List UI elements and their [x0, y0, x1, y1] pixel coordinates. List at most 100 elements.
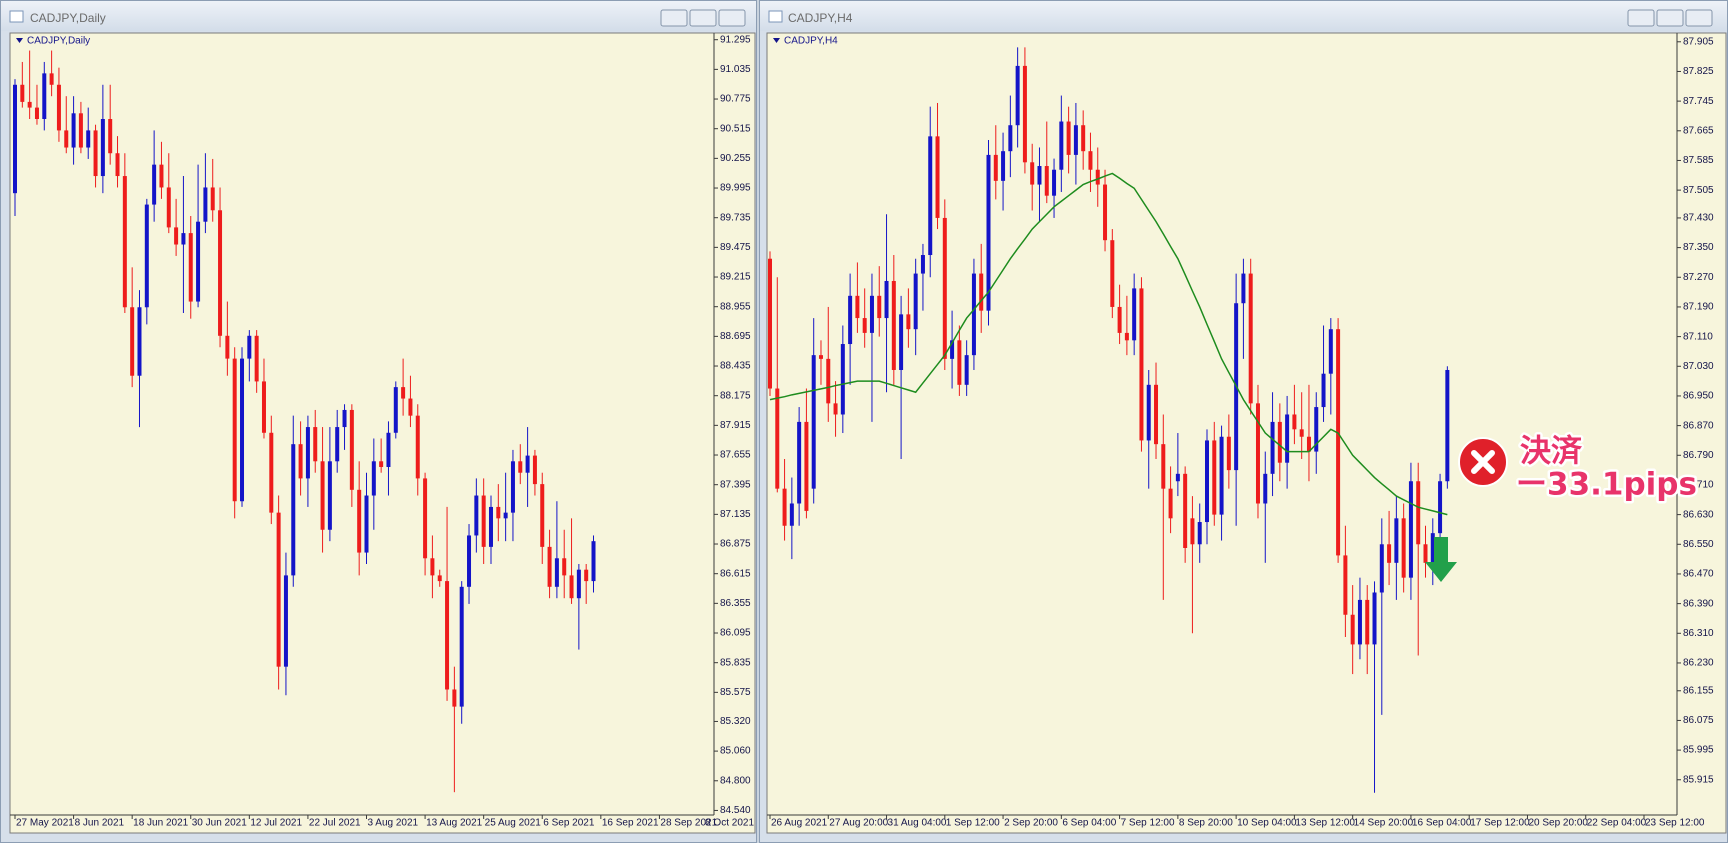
- x-tick-label: 2 Sep 20:00: [1004, 817, 1058, 828]
- y-tick-label: 84.800: [720, 775, 751, 786]
- candle-body: [1314, 407, 1319, 452]
- y-tick-label: 86.630: [1683, 509, 1714, 520]
- candle-body: [540, 484, 545, 547]
- x-tick-label: 8 Jun 2021: [75, 817, 125, 828]
- x-tick-label: 17 Sep 12:00: [1470, 817, 1530, 828]
- candle-body: [144, 204, 149, 308]
- candle-body: [562, 558, 567, 576]
- y-tick-label: 85.060: [720, 746, 751, 757]
- candle-body: [1139, 288, 1144, 441]
- y-tick-label: 85.995: [1683, 745, 1714, 756]
- chart-menu-icon[interactable]: [16, 38, 23, 43]
- candle-body: [935, 136, 940, 218]
- candle-body: [122, 176, 127, 308]
- candle-body: [569, 575, 574, 599]
- candle-body: [789, 503, 794, 526]
- candle-body: [188, 233, 193, 302]
- y-tick-label: 89.475: [720, 242, 751, 253]
- candle-body: [166, 187, 171, 228]
- candle-body: [1423, 544, 1428, 563]
- candle-body: [130, 307, 135, 376]
- candle-body: [327, 461, 332, 530]
- y-tick-label: 87.190: [1683, 302, 1714, 313]
- x-tick-label: 10 Sep 04:00: [1237, 817, 1297, 828]
- candle-body: [1161, 444, 1166, 489]
- candle-body: [884, 280, 889, 319]
- candle-body: [1052, 169, 1057, 196]
- candle-body: [1357, 599, 1362, 645]
- x-tick-label: 14 Sep 20:00: [1354, 817, 1414, 828]
- candle-body: [1015, 65, 1020, 126]
- annotation-title: 決済: [1520, 434, 1583, 470]
- candle-body: [437, 575, 442, 582]
- candle-body: [840, 344, 845, 415]
- candle-body: [518, 461, 523, 473]
- candle-body: [240, 358, 245, 502]
- maximize-button[interactable]: [1656, 9, 1684, 27]
- candle-body: [797, 421, 802, 504]
- candle-body: [971, 273, 976, 356]
- y-tick-label: 87.825: [1683, 66, 1714, 77]
- candle-body: [554, 558, 559, 587]
- minimize-button[interactable]: [1627, 9, 1655, 27]
- title-bar: [1, 1, 756, 31]
- moving-average-line: [769, 172, 1448, 516]
- candle-body: [1001, 151, 1006, 181]
- candle-body: [49, 73, 54, 85]
- x-tick-label: 16 Sep 04:00: [1412, 817, 1472, 828]
- candle-body: [1408, 481, 1413, 578]
- candle-body: [42, 73, 47, 120]
- candle-body: [393, 387, 398, 433]
- candle-body: [364, 495, 369, 553]
- candle-body: [877, 295, 882, 319]
- candle-body: [1154, 384, 1159, 445]
- candle-body: [379, 461, 384, 468]
- candle-body: [1066, 121, 1071, 155]
- y-tick-label: 86.075: [1683, 715, 1714, 726]
- y-tick-label: 86.870: [1683, 420, 1714, 431]
- window-daily: CADJPY,Daily CADJPY,Daily: [0, 0, 757, 843]
- annotation: 決済 ー33.1pips: [1425, 431, 1699, 582]
- candle-body: [210, 187, 215, 211]
- chart-menu-icon[interactable]: [773, 38, 780, 43]
- candle-body: [1292, 414, 1297, 430]
- candle-body: [855, 295, 860, 319]
- candle-body: [891, 280, 896, 370]
- maximize-button[interactable]: [689, 9, 717, 27]
- candle-body: [1044, 166, 1049, 196]
- candle-body: [768, 258, 772, 389]
- candle-body: [313, 427, 318, 462]
- window-h4: CADJPY,H4 CADJPY,H4: [759, 0, 1728, 843]
- candle-body: [1445, 369, 1450, 482]
- candle-body: [862, 318, 867, 333]
- y-tick-label: 88.955: [720, 301, 751, 312]
- candle-body: [152, 164, 157, 205]
- candle-body: [1022, 65, 1027, 163]
- candle-body: [1336, 329, 1341, 556]
- candle-body: [298, 444, 303, 479]
- y-tick-label: 87.395: [720, 479, 751, 490]
- candle-body: [869, 295, 874, 333]
- y-tick-label: 88.435: [720, 361, 751, 372]
- candle-body: [56, 84, 61, 131]
- minimize-button[interactable]: [660, 9, 688, 27]
- y-tick-label: 87.915: [720, 420, 751, 431]
- candle-body: [532, 455, 537, 485]
- close-button[interactable]: [1685, 9, 1713, 27]
- candle-body: [1416, 481, 1421, 545]
- candle-body: [1438, 481, 1443, 534]
- candle-body: [276, 512, 281, 667]
- x-tick-label: 22 Sep 04:00: [1587, 817, 1647, 828]
- candle-body: [254, 335, 259, 382]
- candle-body: [1372, 592, 1377, 645]
- candle-body: [1175, 473, 1180, 482]
- candle-body: [920, 255, 925, 274]
- candle-body: [1219, 436, 1224, 515]
- y-tick-label: 86.550: [1683, 539, 1714, 550]
- candle-body: [1248, 273, 1253, 404]
- candle-body: [342, 409, 347, 428]
- annotation-result: ー33.1pips: [1516, 467, 1697, 503]
- close-button[interactable]: [718, 9, 746, 27]
- chart-panel: [9, 32, 756, 834]
- candle-body: [386, 432, 391, 468]
